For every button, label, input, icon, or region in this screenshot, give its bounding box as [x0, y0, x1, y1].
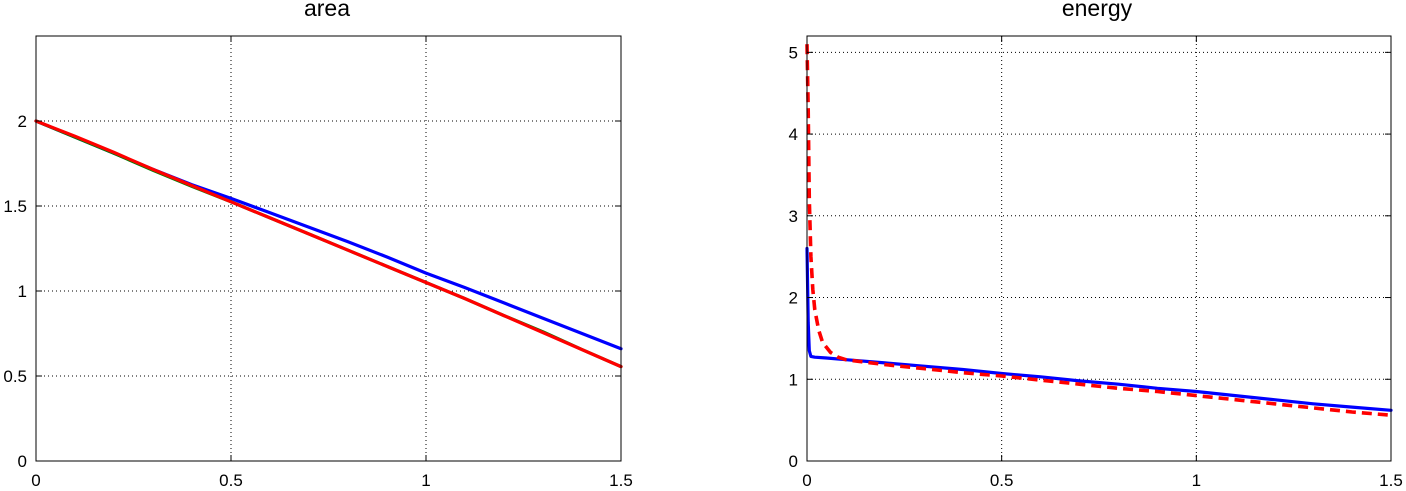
area-xtick-label: 0 — [31, 471, 40, 490]
area-ytick-label: 1 — [18, 282, 27, 301]
area-ytick-label: 0 — [18, 452, 27, 471]
energy-xtick-label: 0.5 — [990, 471, 1014, 490]
area-ytick-label: 2 — [18, 112, 27, 131]
energy-ytick-label: 1 — [789, 370, 798, 389]
energy-ytick-label: 5 — [789, 43, 798, 62]
area-chart: area 0 0.5 1 1.5 0 0.5 1 1.5 2 — [3, 0, 632, 490]
area-series-2-line — [34, 119, 623, 369]
area-axes-box — [35, 35, 622, 462]
area-chart-title: area — [304, 0, 350, 21]
energy-chart-title: energy — [1062, 0, 1133, 21]
energy-axes-box — [806, 35, 1392, 462]
energy-ytick-label: 2 — [789, 289, 798, 308]
energy-ytick-label: 4 — [789, 125, 798, 144]
energy-xtick-label: 0 — [802, 471, 811, 490]
energy-ytick-label: 3 — [789, 207, 798, 226]
area-xtick-label: 1.5 — [609, 471, 633, 490]
energy-xtick-label: 1 — [1192, 471, 1201, 490]
energy-series-0-line — [805, 246, 1393, 412]
energy-chart: energy 0 0.5 1 1.5 0 1 2 3 4 5 — [789, 0, 1403, 490]
area-xtick-label: 0.5 — [219, 471, 243, 490]
energy-series-1-line — [805, 44, 1392, 417]
area-ytick-label: 0.5 — [3, 367, 27, 386]
energy-ytick-label: 0 — [789, 452, 798, 471]
area-plot-area — [36, 36, 621, 461]
energy-plot-area — [807, 36, 1391, 461]
area-ytick-label: 1.5 — [3, 197, 27, 216]
area-xtick-label: 1 — [421, 471, 430, 490]
energy-xtick-label: 1.5 — [1379, 471, 1403, 490]
